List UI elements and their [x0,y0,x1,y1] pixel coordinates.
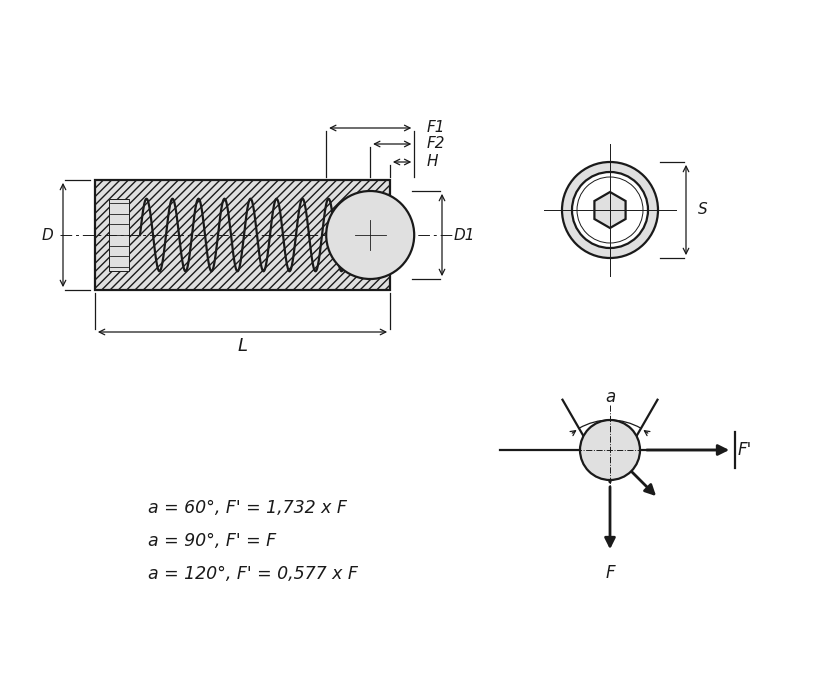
Circle shape [562,162,658,258]
Text: L: L [237,337,247,355]
Text: D: D [42,228,53,243]
Text: a = 120°, F' = 0,577 x F: a = 120°, F' = 0,577 x F [148,565,358,583]
Circle shape [326,191,415,279]
Text: a = 60°, F' = 1,732 x F: a = 60°, F' = 1,732 x F [148,499,347,517]
Circle shape [572,172,648,248]
Text: a = 90°, F' = F: a = 90°, F' = F [148,532,276,550]
Circle shape [326,191,415,279]
Polygon shape [95,180,390,290]
Text: F': F' [738,441,752,459]
Text: S: S [698,203,707,218]
Text: D1: D1 [454,228,476,243]
Circle shape [580,420,640,480]
Polygon shape [109,199,129,271]
Text: a: a [605,388,615,406]
Text: F: F [605,564,614,582]
Text: F2: F2 [426,137,445,152]
Text: F1: F1 [426,120,445,135]
Polygon shape [594,192,626,228]
Text: H: H [426,154,437,169]
